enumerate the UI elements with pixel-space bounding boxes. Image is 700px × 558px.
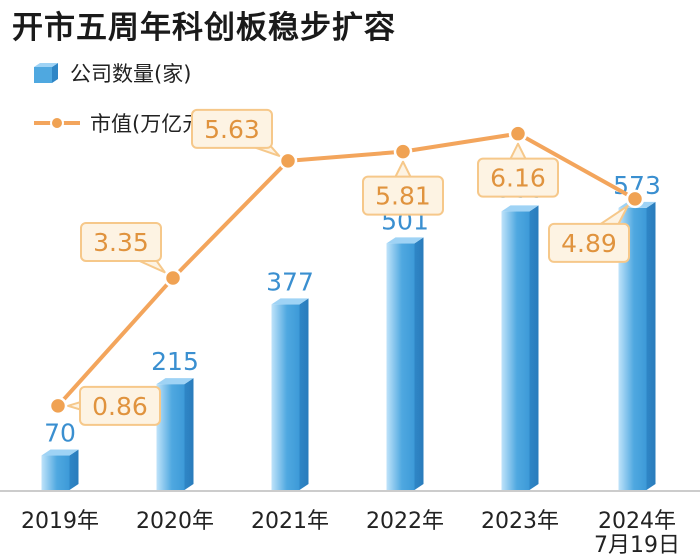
x-tick-label-4: 2023年 bbox=[481, 509, 559, 534]
legend-bar-item: 公司数量(家) bbox=[34, 58, 191, 88]
bar-side-0 bbox=[69, 449, 79, 490]
line-value-label-4: 6.16 bbox=[490, 164, 546, 193]
bar-side-5 bbox=[646, 201, 656, 490]
bar-top-1 bbox=[156, 378, 194, 385]
line-value-label-0: 0.86 bbox=[92, 392, 148, 421]
line-point-1 bbox=[163, 268, 183, 288]
bar-value-label-1: 215 bbox=[151, 347, 199, 376]
x-tick-label-1: 2020年 bbox=[136, 509, 214, 534]
bar-value-label-0: 70 bbox=[44, 419, 76, 448]
line-series bbox=[56, 131, 636, 408]
line-value-label-1: 3.35 bbox=[93, 228, 149, 257]
x-tick-label-2: 2021年 bbox=[251, 509, 329, 534]
x-tick-label-5-0: 2024年 bbox=[598, 509, 676, 534]
x-tick-label-0: 2019年 bbox=[21, 509, 99, 534]
bar-top-4 bbox=[501, 205, 539, 212]
legend-bar-swatch bbox=[34, 63, 60, 83]
line-point-3 bbox=[393, 142, 413, 161]
line-label-box-5 bbox=[548, 222, 630, 263]
line-point-0 bbox=[48, 396, 68, 416]
line-label-box-1 bbox=[80, 221, 162, 262]
line-value-label-2: 5.63 bbox=[204, 115, 260, 144]
bar-side-3 bbox=[414, 237, 424, 490]
legend-line-swatch bbox=[34, 113, 80, 133]
line-label-box-3 bbox=[362, 175, 444, 216]
line-value-label-3: 5.81 bbox=[375, 182, 431, 211]
line-point-5 bbox=[625, 189, 645, 209]
bar-1 bbox=[156, 384, 185, 490]
bar-side-4 bbox=[529, 205, 539, 490]
bar-top-0 bbox=[41, 449, 79, 456]
line-label-box-2 bbox=[191, 108, 273, 149]
legend-bar-label: 公司数量(家) bbox=[70, 62, 192, 86]
bar-value-label-2: 377 bbox=[266, 267, 314, 296]
chart-title: 开市五周年科创板稳步扩容 bbox=[12, 10, 396, 46]
x-tick-label-3: 2022年 bbox=[366, 509, 444, 534]
bar-0 bbox=[41, 455, 70, 490]
bar-top-3 bbox=[386, 237, 424, 244]
line-label-box-4 bbox=[477, 157, 559, 198]
bar-side-2 bbox=[299, 298, 309, 490]
bar-3 bbox=[386, 243, 415, 490]
bar-4 bbox=[501, 211, 530, 490]
bar-top-2 bbox=[271, 298, 309, 305]
bar-side-1 bbox=[184, 378, 194, 490]
x-tick-label-5-1: 7月19日 bbox=[594, 533, 680, 558]
line-label-box-0 bbox=[79, 385, 161, 426]
bar-2 bbox=[271, 304, 300, 490]
line-point-4 bbox=[508, 124, 528, 143]
line-point-2 bbox=[278, 151, 298, 171]
line-value-label-5: 4.89 bbox=[561, 229, 617, 258]
